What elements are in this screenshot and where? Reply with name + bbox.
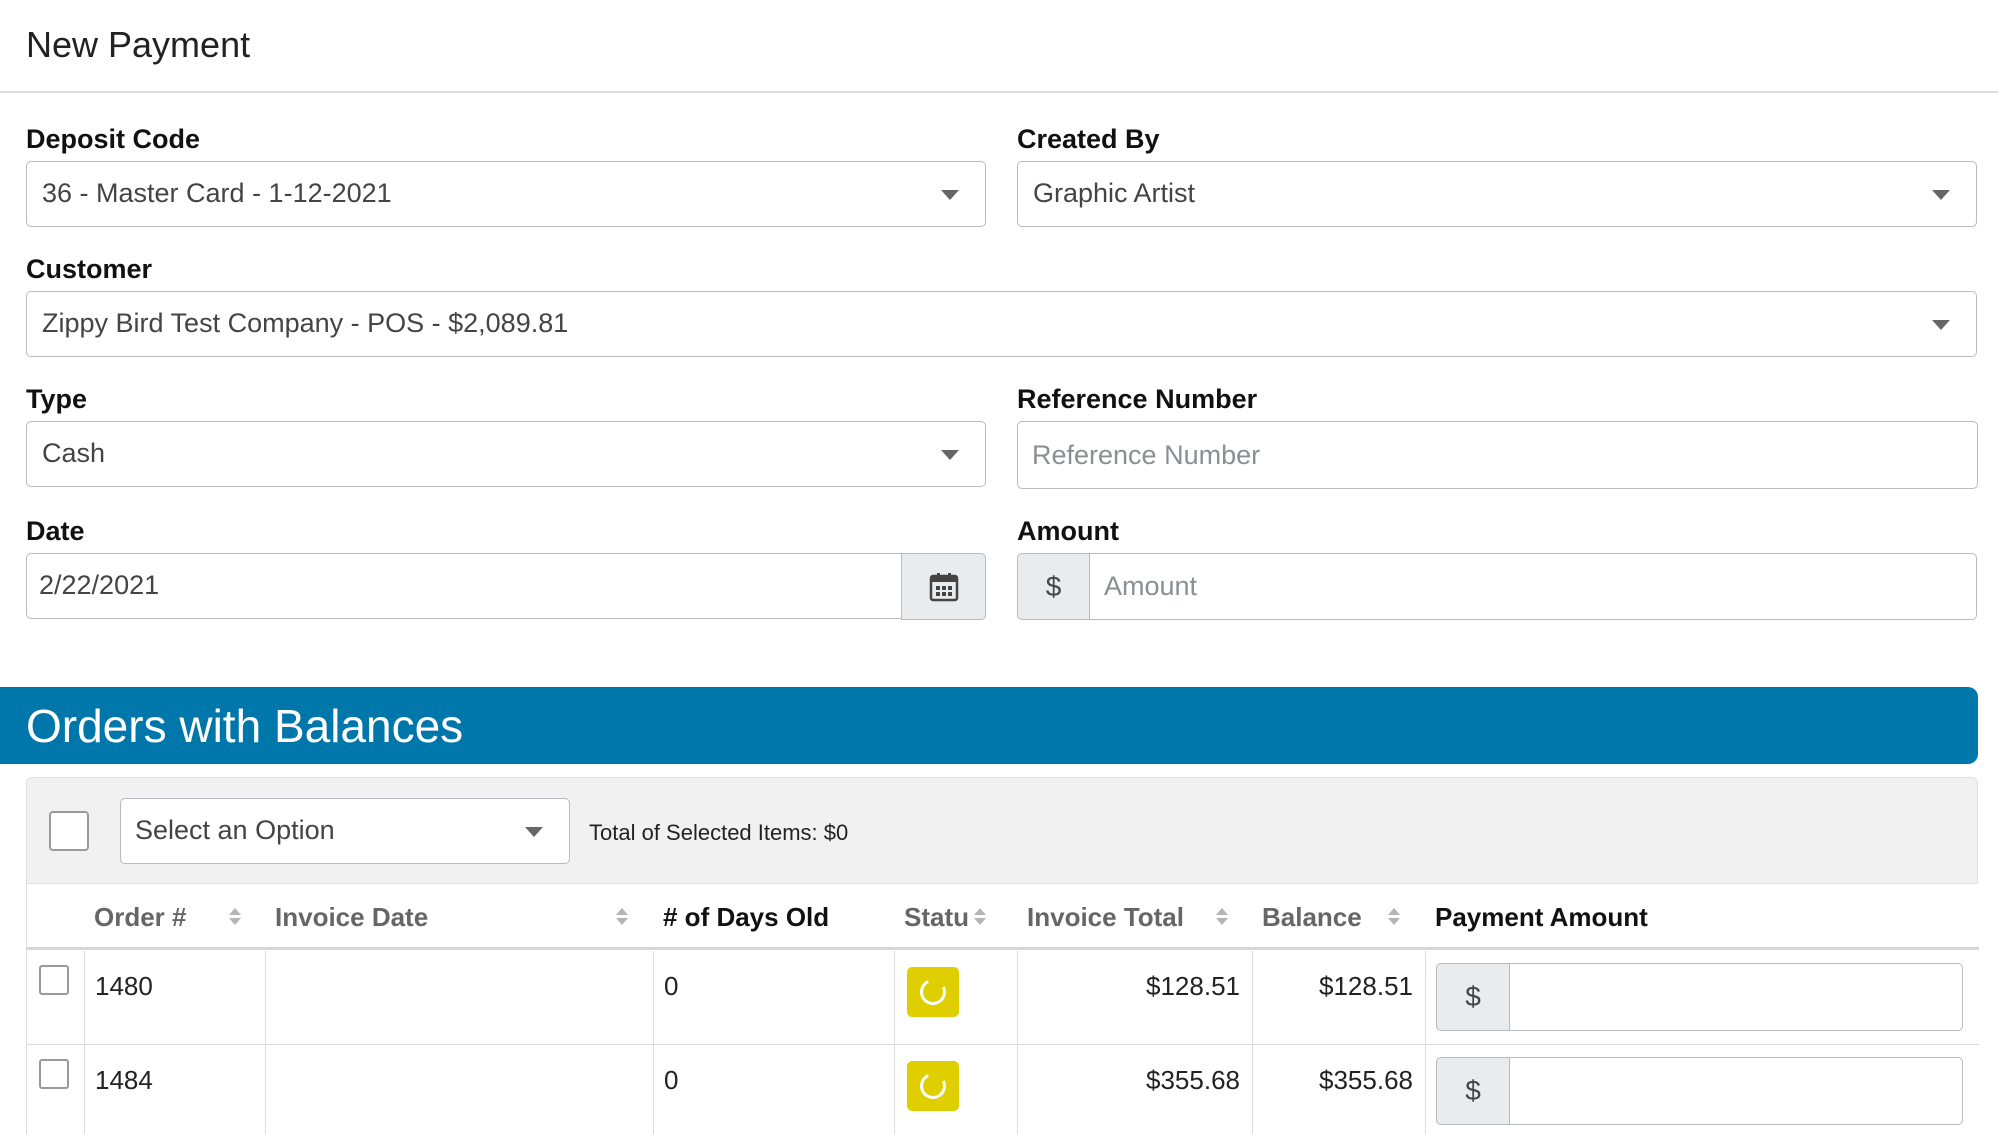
row-checkbox[interactable] [39, 1059, 69, 1089]
chevron-down-icon [1932, 190, 1950, 200]
payment-amount-group: $ [1436, 963, 1963, 1031]
reference-number-input[interactable] [1017, 421, 1978, 489]
date-picker-button[interactable] [901, 553, 986, 620]
balance: $355.68 [1319, 1065, 1413, 1095]
customer-select[interactable]: Zippy Bird Test Company - POS - $2,089.8… [26, 291, 1977, 357]
page-title: New Payment [26, 24, 251, 65]
table-row: 1480 0 $128.51 $128.51 $ [27, 951, 1979, 1045]
date-value: 2/22/2021 [39, 570, 160, 600]
payment-amount-input[interactable] [1509, 1057, 1963, 1125]
deposit-code-select[interactable]: 36 - Master Card - 1-12-2021 [26, 161, 986, 227]
column-header-invoice-total[interactable]: Invoice Total [1017, 884, 1252, 950]
bulk-action-select[interactable]: Select an Option [120, 798, 570, 864]
payment-currency-prefix: $ [1436, 1057, 1510, 1125]
status-pending-icon [907, 967, 959, 1017]
payment-currency-prefix: $ [1436, 963, 1510, 1031]
orders-table: Order # Invoice Date # of Days Old Statu… [26, 884, 1979, 1134]
invoice-total: $355.68 [1146, 1065, 1240, 1095]
created-by-select[interactable]: Graphic Artist [1017, 161, 1977, 227]
date-input[interactable]: 2/22/2021 [26, 553, 902, 619]
type-value: Cash [42, 438, 106, 468]
chevron-down-icon [941, 190, 959, 200]
payment-amount-input[interactable] [1509, 963, 1963, 1031]
orders-toolbar: Select an Option Total of Selected Items… [26, 777, 1978, 884]
orders-section-header: Orders with Balances [0, 687, 1978, 764]
selected-total-label: Total of Selected Items: $0 [589, 820, 849, 845]
page-header: New Payment [0, 0, 1998, 93]
order-number: 1480 [95, 971, 153, 1001]
type-select[interactable]: Cash [26, 421, 986, 487]
days-old: 0 [664, 1065, 679, 1095]
column-header-status[interactable]: Statu [894, 884, 1017, 950]
bulk-action-placeholder: Select an Option [135, 815, 335, 845]
column-header-payment-amount: Payment Amount [1425, 884, 1979, 950]
column-header-days-old: # of Days Old [653, 884, 894, 950]
chevron-down-icon [1932, 320, 1950, 330]
order-number: 1484 [95, 1065, 153, 1095]
customer-value: Zippy Bird Test Company - POS - $2,089.8… [42, 308, 569, 338]
column-header-invoice-date[interactable]: Invoice Date [265, 884, 653, 950]
customer-label: Customer [26, 254, 153, 284]
type-label: Type [26, 384, 88, 414]
deposit-code-value: 36 - Master Card - 1-12-2021 [42, 178, 392, 208]
column-header-order[interactable]: Order # [84, 884, 265, 950]
invoice-total: $128.51 [1146, 971, 1240, 1001]
days-old: 0 [664, 971, 679, 1001]
created-by-value: Graphic Artist [1033, 178, 1196, 208]
column-header-balance[interactable]: Balance [1252, 884, 1425, 950]
balance: $128.51 [1319, 971, 1413, 1001]
calendar-icon [929, 572, 958, 601]
deposit-code-label: Deposit Code [26, 124, 201, 154]
table-row: 1484 0 $355.68 $355.68 $ [27, 1045, 1979, 1134]
reference-number-label: Reference Number [1017, 384, 1258, 414]
date-label: Date [26, 516, 85, 546]
row-checkbox[interactable] [39, 965, 69, 995]
payment-amount-group: $ [1436, 1057, 1963, 1125]
created-by-label: Created By [1017, 124, 1160, 154]
status-pending-icon [907, 1061, 959, 1111]
amount-label: Amount [1017, 516, 1119, 546]
amount-currency-prefix: $ [1017, 553, 1090, 620]
chevron-down-icon [941, 450, 959, 460]
select-all-checkbox[interactable] [49, 811, 89, 851]
chevron-down-icon [525, 827, 543, 837]
column-header-select [27, 884, 84, 950]
amount-input[interactable] [1089, 553, 1977, 620]
orders-section-title: Orders with Balances [26, 700, 464, 752]
